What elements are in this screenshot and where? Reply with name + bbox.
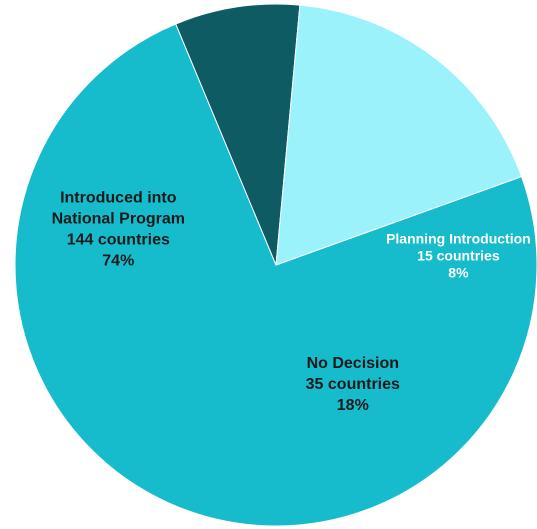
pie-slice-label-line: Planning Introduction <box>386 230 531 246</box>
pie-slice-label-2: Planning Introduction 15 countries 8% <box>386 230 531 280</box>
pie-slice-1 <box>14 23 537 527</box>
pie-slice-3 <box>275 4 523 266</box>
pie-slice-label-line: No Decision <box>307 355 399 372</box>
pie-slice-label-1: Introduced into National Program 144 count… <box>52 190 185 270</box>
pie-slice-label-3: No Decision 35 countries 18% <box>306 355 400 414</box>
pie-slice-label-line: 8% <box>448 264 469 280</box>
pie-slice-2 <box>175 3 301 266</box>
pie-slice-label-line: 74% <box>102 253 134 270</box>
pie-slice-label-line: Introduced into <box>60 190 177 207</box>
pie-slice-label-line: 18% <box>337 397 369 414</box>
pie-labels: Introduced into National Program 144 count… <box>52 190 531 414</box>
pie-slice-label-line: 15 countries <box>417 247 500 263</box>
pie-slice-label-line: National Program <box>52 211 185 228</box>
pie-slice-label-line: 35 countries <box>306 376 400 393</box>
pie-slice-label-line: 144 countries <box>67 232 170 249</box>
pie-slices <box>14 3 537 527</box>
